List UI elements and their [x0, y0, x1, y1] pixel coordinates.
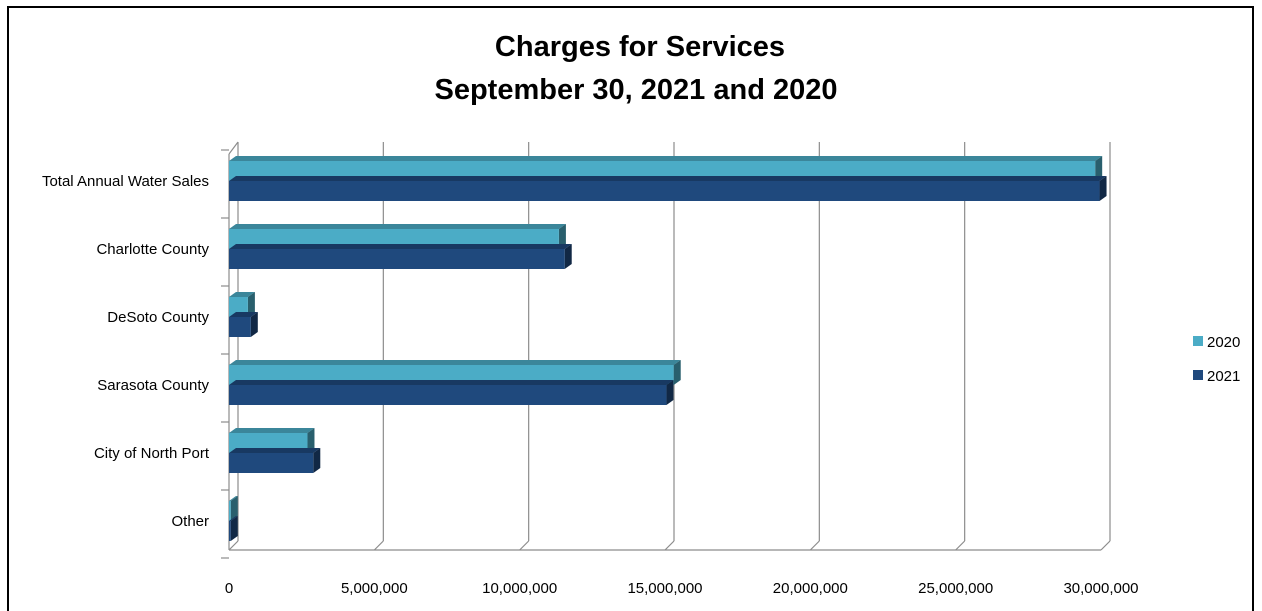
- category-label: City of North Port: [94, 445, 210, 462]
- bar-front: [229, 501, 231, 521]
- floor-gridline: [664, 540, 675, 551]
- bar-front: [229, 385, 667, 405]
- x-tick-label: 20,000,000: [773, 580, 848, 597]
- bar-front: [229, 249, 565, 269]
- category-label: Total Annual Water Sales: [42, 173, 209, 190]
- legend: 2020 2021: [1193, 334, 1240, 385]
- x-tick-label: 10,000,000: [482, 580, 557, 597]
- x-tick-labels: 0 5,000,000 10,000,000 15,000,000 20,000,000…: [225, 580, 1139, 597]
- chart-frame: [7, 6, 1254, 611]
- floor-gridline: [1100, 540, 1111, 551]
- bars: [229, 156, 1107, 541]
- floor-gridline: [955, 540, 966, 551]
- bar-front: [229, 317, 251, 337]
- legend-swatch: [1193, 370, 1203, 380]
- bar-2021: [229, 448, 321, 473]
- chart-subtitle: September 30, 2021 and 2020: [434, 74, 837, 106]
- left-wall-top: [228, 141, 239, 155]
- bar-2021: [229, 176, 1107, 201]
- floor-gridline: [519, 540, 530, 551]
- x-tick-label: 30,000,000: [1063, 580, 1138, 597]
- bar-2021: [229, 516, 238, 541]
- bar-2021: [229, 312, 258, 337]
- x-tick-label: 25,000,000: [918, 580, 993, 597]
- floor-gridline: [228, 540, 239, 551]
- legend-label: 2021: [1207, 368, 1240, 385]
- bar-front: [229, 453, 314, 473]
- category-label: Charlotte County: [96, 241, 209, 258]
- category-label: Sarasota County: [97, 377, 209, 394]
- bar-2020: [229, 292, 255, 317]
- floor-gridline: [373, 540, 384, 551]
- legend-label: 2020: [1207, 334, 1240, 351]
- bar-2021: [229, 244, 572, 269]
- x-tick-label: 5,000,000: [341, 580, 408, 597]
- category-label: DeSoto County: [107, 309, 209, 326]
- bar-front: [229, 181, 1100, 201]
- gridlines: [221, 141, 1111, 559]
- category-label: Other: [171, 513, 209, 530]
- x-tick-label: 15,000,000: [627, 580, 702, 597]
- bar-front: [229, 521, 231, 541]
- bar-2020: [229, 496, 238, 521]
- x-tick-label: 0: [225, 580, 233, 597]
- floor-gridline: [809, 540, 820, 551]
- legend-swatch: [1193, 336, 1203, 346]
- chart-title: Charges for Services: [495, 31, 785, 63]
- bar-2021: [229, 380, 674, 405]
- category-labels: Total Annual Water Sales Charlotte County…: [42, 173, 210, 530]
